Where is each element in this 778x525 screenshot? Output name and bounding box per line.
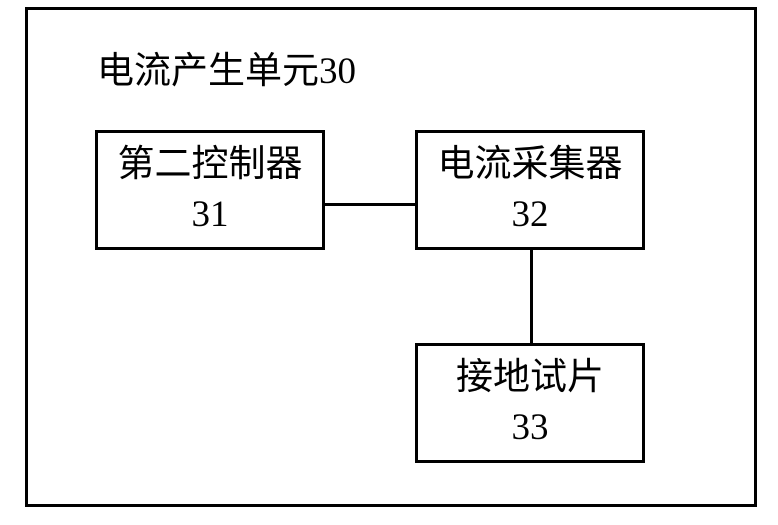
- node-ground-number: 33: [512, 403, 549, 453]
- node-ground: 接地试片 33: [415, 343, 645, 463]
- node-controller-label: 第二控制器: [118, 140, 303, 190]
- node-ground-label: 接地试片: [456, 353, 604, 403]
- diagram-title: 电流产生单元30: [97, 40, 356, 94]
- node-collector-number: 32: [512, 190, 549, 240]
- edge-collector-ground: [530, 250, 533, 343]
- node-controller: 第二控制器 31: [95, 130, 325, 250]
- node-collector-label: 电流采集器: [438, 140, 623, 190]
- node-controller-number: 31: [192, 190, 229, 240]
- edge-controller-collector: [325, 203, 415, 206]
- node-collector: 电流采集器 32: [415, 130, 645, 250]
